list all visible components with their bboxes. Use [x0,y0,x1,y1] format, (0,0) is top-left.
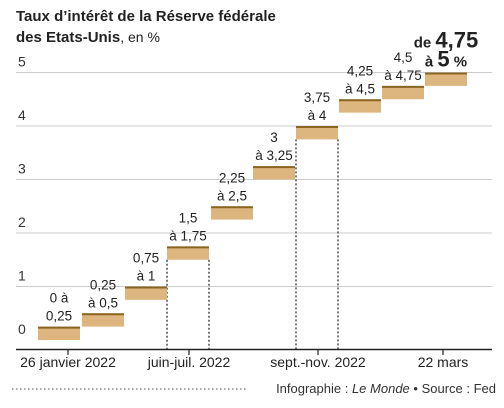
rate-step-bar [167,246,209,260]
data-label-top: 2,25 [219,170,245,185]
data-label-bottom: à 4 [308,108,327,123]
rate-step-bar [211,206,253,220]
x-label: 26 janvier 2022 [20,354,116,370]
rate-step-bar [425,72,467,86]
guide-lines [166,139,339,349]
rate-step-bar [296,126,338,140]
data-label-top: 0,25 [90,277,116,292]
credit-separator: • [410,381,422,396]
y-tick-2: 2 [18,214,26,230]
x-label: sept.-nov. 2022 [270,354,366,370]
x-label: juin-juil. 2022 [147,354,231,370]
data-label-bottom: à 4,75 [384,68,422,83]
rate-step-bar [82,313,124,327]
rate-step-bar [339,99,381,113]
data-label-top: 0,75 [133,251,159,266]
label-suffix: % [450,54,468,71]
data-label-bottom: à 4,5 [345,81,375,96]
data-label-bottom: à 2,5 [217,188,247,203]
data-label-top-latest: de 4,75 [414,28,479,53]
data-label-bottom: à 0,5 [88,295,118,310]
y-tick-4: 4 [18,107,26,123]
data-label-bottom: à 3,25 [255,148,293,163]
y-tick-labels: 0 1 2 3 4 5 [18,54,26,338]
rate-step-bar [125,286,167,300]
chart-title-line1: Taux d’intérêt de la Réserve fédérale [16,8,276,25]
credit-source: Le Monde [352,381,410,396]
data-label-bottom: à 1,75 [169,228,207,243]
y-tick-3: 3 [18,161,26,177]
chart-unit: , en % [120,29,160,45]
data-label-top: 4,25 [347,63,373,78]
label-value: 5 [437,47,449,72]
data-label-top: 1,5 [179,210,198,225]
data-label-top: 0 à [50,291,69,306]
chart-title: Taux d’intérêt de la Réserve fédérale de… [16,8,276,46]
data-label-top: 3 [270,130,278,145]
y-tick-5: 5 [18,54,26,70]
data-source: Source : Fed [422,381,496,396]
data-label-top: 3,75 [304,90,330,105]
rate-steps [38,72,467,340]
data-label-bottom: 0,25 [46,309,72,324]
credit-prefix: Infographie : [276,381,352,396]
chart-subtitle: des Etats-Unis [16,29,120,46]
footer-credit: Infographie : Le Monde • Source : Fed [276,381,496,396]
data-label-bottom: à 1 [137,269,156,284]
rate-step-bar [382,85,424,100]
y-tick-0: 0 [18,321,26,337]
chart-title-line2: des Etats-Unis, en % [16,29,160,46]
x-axis-labels: 26 janvier 2022 juin-juil. 2022 sept.-nov.… [20,349,468,370]
data-label-top: 4,5 [394,50,413,65]
x-label: 22 mars [418,354,469,370]
data-label-bottom-latest: à 5 % [425,47,467,72]
y-tick-1: 1 [18,268,26,284]
label-value: 4,75 [435,28,478,53]
data-labels: 0 à 0,25 0,25 à 0,5 0,75 à 1 1,5 à 1,75 2,25 à 2,… [46,28,478,324]
label-prefix: de [414,35,436,52]
rate-step-bar [253,166,295,180]
label-prefix: à [425,54,438,71]
rate-step-bar [38,326,80,340]
